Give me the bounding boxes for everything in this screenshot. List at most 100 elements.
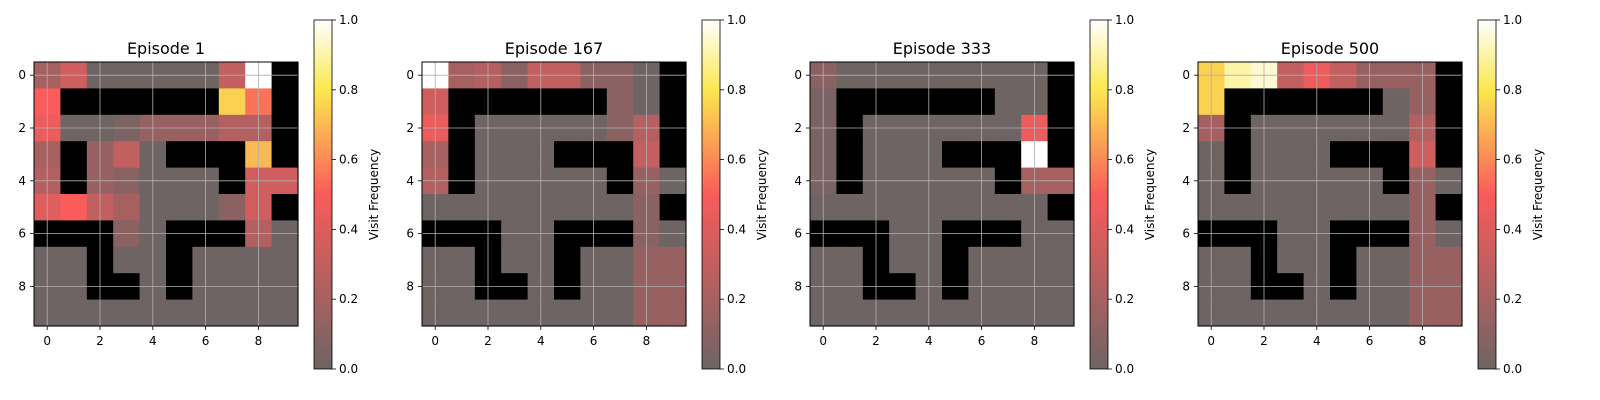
colorbar-tick-label: 0.0 — [1115, 362, 1134, 376]
visit-cell — [501, 141, 529, 169]
visit-cell — [113, 194, 141, 221]
visit-cell — [1382, 194, 1410, 221]
x-tick-label: 4 — [925, 334, 933, 348]
visit-cell — [1330, 299, 1357, 327]
colorbar-tick-label: 0.8 — [339, 83, 358, 97]
y-tick-label: 2 — [406, 121, 414, 135]
visit-cell — [606, 246, 634, 274]
x-tick-label: 2 — [872, 334, 880, 348]
wall-cell — [889, 88, 917, 116]
colorbar-label: Visit Frequency — [367, 149, 381, 240]
wall-cell — [60, 88, 88, 116]
y-tick-label: 4 — [794, 174, 802, 188]
colorbar-tick-label: 0.6 — [727, 153, 746, 167]
heatmap-panel: 0 2 4 6 8 0 2 4 6 8 Episode 1 0.0 0.2 0.4 0.6 0.8 1.0 Vis… — [18, 13, 381, 376]
visit-cell — [60, 299, 88, 327]
wall-cell — [606, 141, 634, 169]
x-tick-label: 4 — [1313, 334, 1321, 348]
colorbar-tick-label: 0.4 — [339, 222, 358, 236]
wall-cell — [1330, 246, 1357, 274]
wall-cell — [659, 88, 687, 116]
colorbar-tick-label: 0.2 — [339, 292, 358, 306]
wall-cell — [1435, 141, 1463, 169]
y-tick-label: 4 — [18, 174, 26, 188]
wall-cell — [1047, 194, 1075, 221]
wall-cell — [1435, 88, 1463, 116]
colorbar-tick-label: 0.4 — [1115, 222, 1134, 236]
colorbar-tick-label: 0.8 — [1115, 83, 1134, 97]
colorbar-tick-label: 1.0 — [1503, 13, 1522, 27]
visit-cell — [501, 246, 529, 274]
colorbar — [1477, 19, 1497, 370]
wall-cell — [1277, 88, 1305, 116]
wall-cell — [1330, 141, 1357, 169]
x-tick-label: 8 — [1031, 334, 1039, 348]
visit-cell — [218, 246, 246, 274]
y-tick-label: 4 — [406, 174, 414, 188]
wall-cell — [60, 141, 88, 169]
colorbar-tick-label: 0.2 — [727, 292, 746, 306]
x-tick-label: 4 — [149, 334, 157, 348]
heatmap-panel: 0 2 4 6 8 0 2 4 6 8 Episode 167 0.0 0.2 0.4 0.6 0.8 1.0 V… — [406, 13, 769, 376]
visit-cell — [501, 194, 529, 221]
wall-cell — [659, 194, 687, 221]
visit-cell — [166, 194, 193, 221]
visit-cell — [942, 194, 969, 221]
visit-cell — [1382, 299, 1410, 327]
colorbar — [313, 19, 333, 370]
visit-cell — [1382, 88, 1410, 116]
visit-cell — [271, 299, 299, 327]
y-tick-label: 0 — [794, 68, 802, 82]
visit-cell — [606, 299, 634, 327]
wall-cell — [942, 246, 969, 274]
visit-cell — [271, 246, 299, 274]
wall-cell — [994, 141, 1022, 169]
x-tick-label: 0 — [819, 334, 827, 348]
visit-cell — [1435, 299, 1463, 327]
colorbar — [701, 19, 721, 370]
visit-cell — [448, 246, 476, 274]
wall-cell — [1224, 88, 1252, 116]
colorbar-tick-label: 0.8 — [727, 83, 746, 97]
x-tick-label: 6 — [1366, 334, 1374, 348]
wall-cell — [942, 141, 969, 169]
wall-cell — [166, 246, 193, 274]
colorbar-tick-label: 0.0 — [727, 362, 746, 376]
visit-cell — [1330, 194, 1357, 221]
colorbar-tick-label: 0.0 — [1503, 362, 1522, 376]
wall-cell — [1382, 141, 1410, 169]
visit-cell — [1277, 246, 1305, 274]
x-tick-label: 4 — [537, 334, 545, 348]
x-tick-label: 6 — [590, 334, 598, 348]
y-tick-label: 8 — [18, 279, 26, 293]
colorbar-tick-label: 0.8 — [1503, 83, 1522, 97]
visit-cell — [1277, 141, 1305, 169]
wall-cell — [166, 141, 193, 169]
visit-cell — [942, 299, 969, 327]
wall-cell — [659, 141, 687, 169]
wall-cell — [448, 88, 476, 116]
colorbar-tick-label: 0.4 — [1503, 222, 1522, 236]
visit-cell — [1224, 299, 1252, 327]
axes-frame — [33, 61, 299, 327]
axes-frame — [421, 61, 687, 327]
wall-cell — [271, 88, 299, 116]
x-tick-label: 8 — [1419, 334, 1427, 348]
visit-cell — [113, 141, 141, 169]
visit-cell — [448, 299, 476, 327]
x-tick-label: 0 — [43, 334, 51, 348]
visit-cell — [60, 194, 88, 221]
wall-cell — [448, 141, 476, 169]
y-tick-label: 6 — [18, 227, 26, 241]
colorbar-tick-label: 0.6 — [1115, 153, 1134, 167]
wall-cell — [113, 88, 141, 116]
y-tick-label: 0 — [406, 68, 414, 82]
chart-title: Episode 333 — [893, 39, 991, 58]
visit-cell — [1047, 246, 1075, 274]
wall-cell — [554, 246, 581, 274]
visit-cell — [501, 299, 529, 327]
colorbar-label: Visit Frequency — [755, 149, 769, 240]
x-tick-label: 6 — [978, 334, 986, 348]
wall-cell — [271, 141, 299, 169]
visit-cell — [1047, 299, 1075, 327]
